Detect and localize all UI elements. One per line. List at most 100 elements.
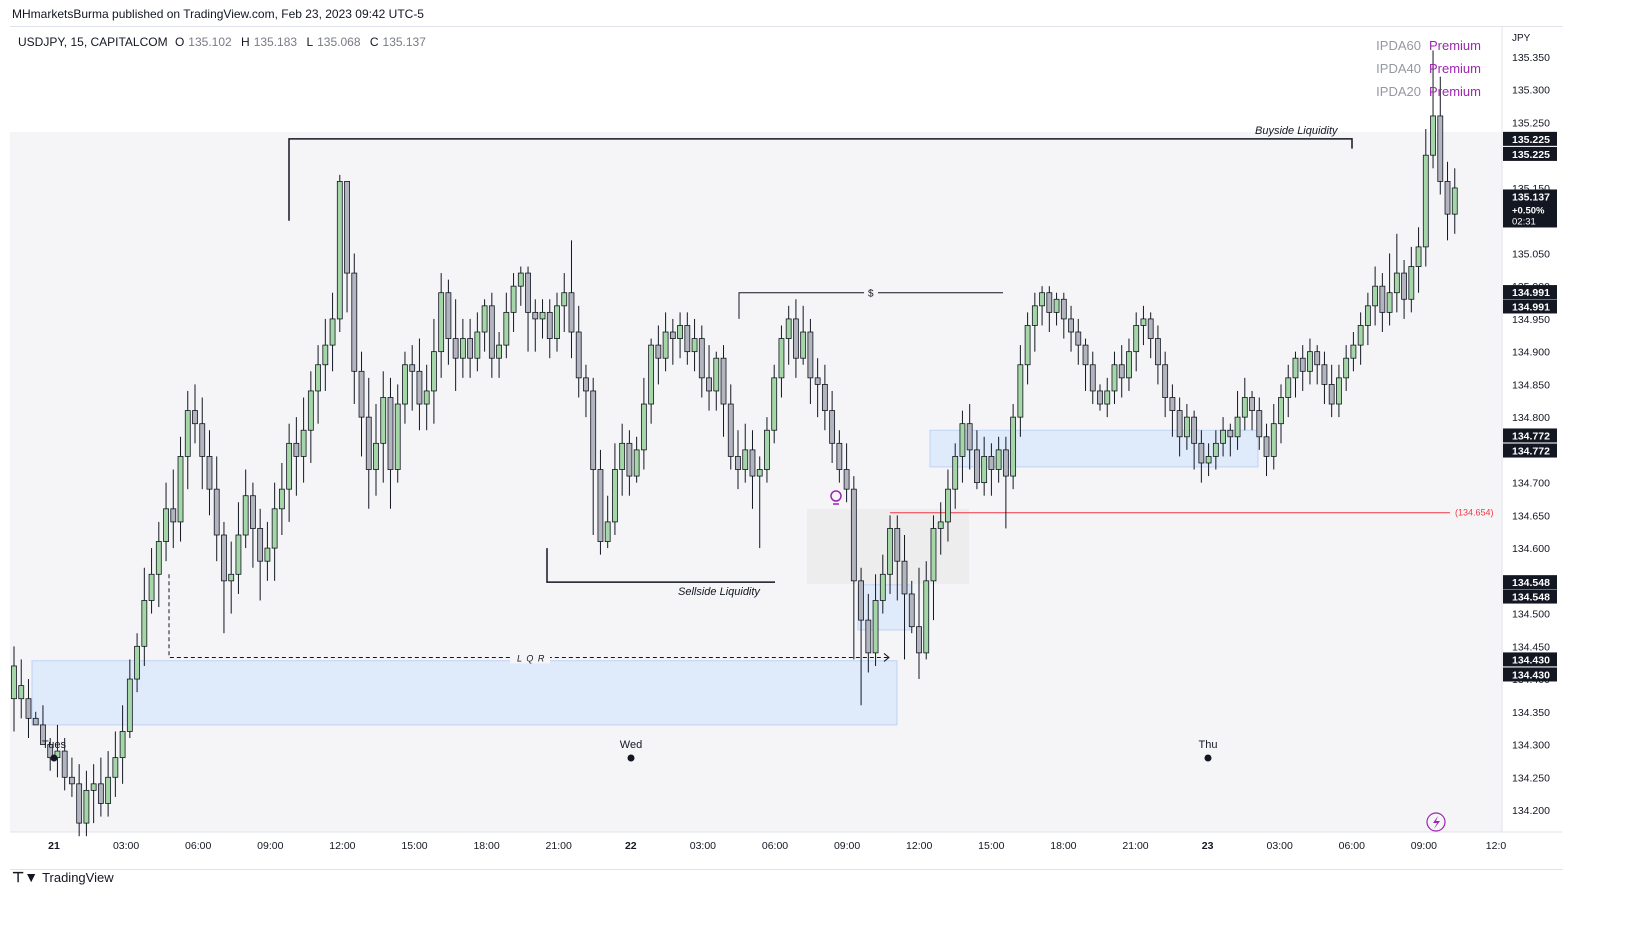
current-price-tag[interactable]: 135.137 +0.50%02:31 [1503, 189, 1557, 228]
lightbulb-icon[interactable] [830, 490, 842, 505]
candle [235, 502, 242, 594]
candle [488, 292, 495, 378]
candle-up-body [778, 338, 785, 379]
candle-down-body [1097, 390, 1103, 405]
candle [105, 751, 112, 817]
symbol-name[interactable]: USDJPY, 15, CAPITALCOM [18, 35, 168, 49]
candle-up-body [336, 181, 343, 320]
x-tick-label: 12:00 [329, 840, 355, 852]
candle-up-body [1234, 416, 1241, 438]
lightbulb-bulb [830, 490, 842, 502]
candle [1183, 404, 1190, 450]
price-tag[interactable]: 134.772 [1503, 428, 1557, 443]
candle [1097, 384, 1103, 411]
price-tag[interactable]: 134.430 [1503, 667, 1557, 682]
candle-down-body [445, 292, 452, 339]
candle-down-body [199, 423, 206, 457]
day-marker-label: Tues [42, 739, 67, 751]
price-tag[interactable]: 134.430 [1503, 652, 1557, 667]
candle [184, 390, 191, 490]
candle [177, 436, 184, 542]
candle [1415, 227, 1422, 293]
candle-down-body [1198, 442, 1205, 464]
candle [1169, 384, 1176, 437]
candle-up-body [612, 469, 618, 523]
candle-up-body [394, 403, 401, 470]
candle [416, 338, 423, 431]
candle [887, 515, 893, 594]
candle-down-body [974, 449, 980, 484]
day-marker-label: Thu [1199, 739, 1218, 751]
price-tag-label: 134.772 [1512, 446, 1550, 458]
candle-down-body [1060, 298, 1067, 320]
tradingview-logo[interactable]: ⊤▼ TradingView [12, 869, 114, 886]
candle [923, 561, 930, 660]
lightning-circle [1426, 812, 1446, 832]
candle [814, 358, 821, 418]
candle-up-body [887, 528, 893, 575]
ipda-name: IPDA60 [1376, 38, 1421, 53]
candle [163, 482, 169, 562]
candle-up-body [872, 600, 879, 654]
candle [771, 364, 778, 444]
price-tag[interactable]: 134.991 [1503, 299, 1557, 314]
candle-down-body [97, 783, 104, 804]
y-tick-label: 134.500 [1512, 609, 1550, 621]
candle [250, 482, 256, 568]
price-tag[interactable]: 134.548 [1503, 589, 1557, 604]
candle [1046, 286, 1053, 333]
candle-up-body [126, 678, 133, 732]
candle-down-body [706, 377, 712, 392]
candle-up-body [459, 338, 466, 359]
candle [778, 325, 785, 398]
x-tick-label: 18:00 [473, 840, 499, 852]
candle-down-body [452, 338, 459, 359]
candle-up-body [11, 665, 17, 700]
price-tag-label: 134.548 [1512, 577, 1550, 589]
candle-up-body [481, 305, 488, 333]
symbol-legend[interactable]: USDJPY, 15, CAPITALCOM O 135.102 H 135.183… [18, 35, 432, 49]
price-tag[interactable]: 135.225 [1503, 146, 1557, 161]
x-tick-label: 21:00 [546, 840, 572, 852]
candle [1002, 436, 1009, 529]
candle [1060, 292, 1067, 339]
candle [749, 430, 756, 509]
candle [850, 476, 857, 660]
candle-up-body [554, 305, 560, 339]
candle [554, 292, 560, 352]
price-tag[interactable]: 134.548 [1503, 575, 1557, 590]
price-tag[interactable]: 134.772 [1503, 443, 1557, 458]
candle [97, 757, 104, 817]
candle [387, 377, 394, 509]
candle [134, 633, 140, 693]
candle-down-body [1263, 436, 1270, 457]
candle-up-body [286, 442, 293, 490]
candle-up-body [177, 456, 184, 523]
candle [264, 521, 271, 581]
candle-down-body [684, 325, 691, 353]
price-tag[interactable]: 134.991 [1503, 285, 1557, 300]
candle [1024, 312, 1031, 385]
candle-up-body [1039, 292, 1045, 307]
candle [257, 508, 264, 601]
candle [698, 325, 705, 398]
candle [481, 299, 488, 352]
publisher-line: MHmarketsBurma published on TradingView.… [12, 7, 424, 21]
candle [11, 646, 17, 732]
candle [510, 273, 517, 333]
candle [908, 580, 915, 634]
chart-frame[interactable] [10, 26, 1563, 870]
price-tag[interactable]: 135.225 [1503, 131, 1557, 146]
x-tick-label: 15:00 [401, 840, 427, 852]
candle [373, 404, 379, 496]
candle-down-body [698, 338, 705, 379]
candle [192, 384, 198, 444]
candle [1017, 345, 1024, 437]
candle [1118, 345, 1125, 398]
candle-down-body [749, 449, 756, 477]
candle-up-body [1285, 377, 1292, 398]
price-tag-bg [1503, 589, 1557, 604]
candle-up-body [242, 495, 249, 536]
lightning-icon[interactable] [1426, 812, 1446, 832]
